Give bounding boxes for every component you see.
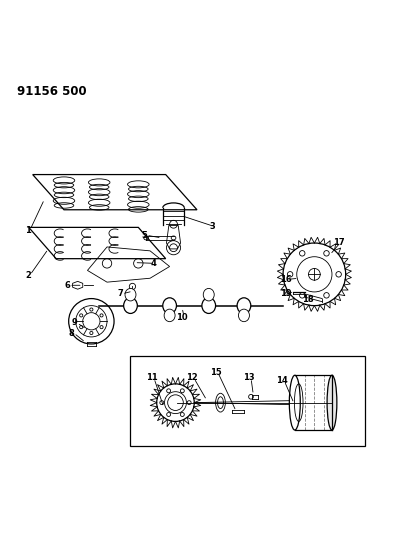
Text: 5: 5	[141, 231, 147, 240]
Text: 13: 13	[243, 374, 255, 383]
Text: 15: 15	[210, 368, 222, 377]
Ellipse shape	[327, 375, 337, 430]
Text: 3: 3	[210, 222, 216, 231]
Ellipse shape	[164, 309, 175, 321]
Ellipse shape	[203, 288, 214, 301]
Text: 12: 12	[186, 374, 198, 383]
Text: 4: 4	[150, 259, 156, 268]
Ellipse shape	[238, 309, 249, 321]
Text: 2: 2	[25, 271, 31, 280]
Text: 19: 19	[281, 289, 292, 298]
Bar	[130, 357, 365, 447]
Text: 7: 7	[117, 289, 123, 298]
Text: 14: 14	[277, 376, 288, 385]
Text: 10: 10	[177, 313, 188, 322]
Ellipse shape	[163, 298, 177, 313]
Text: 91156 500: 91156 500	[17, 85, 87, 98]
Text: 11: 11	[146, 374, 158, 383]
Text: 6: 6	[64, 281, 70, 290]
Ellipse shape	[202, 298, 216, 313]
Circle shape	[249, 394, 253, 399]
Text: 8: 8	[69, 328, 75, 337]
Text: 18: 18	[302, 295, 314, 304]
Ellipse shape	[216, 393, 225, 412]
Text: 17: 17	[333, 238, 344, 247]
Text: 16: 16	[279, 275, 291, 284]
Ellipse shape	[124, 298, 138, 313]
Ellipse shape	[237, 298, 251, 313]
Text: 1: 1	[25, 225, 31, 235]
Text: 9: 9	[72, 318, 78, 327]
Ellipse shape	[125, 288, 136, 301]
